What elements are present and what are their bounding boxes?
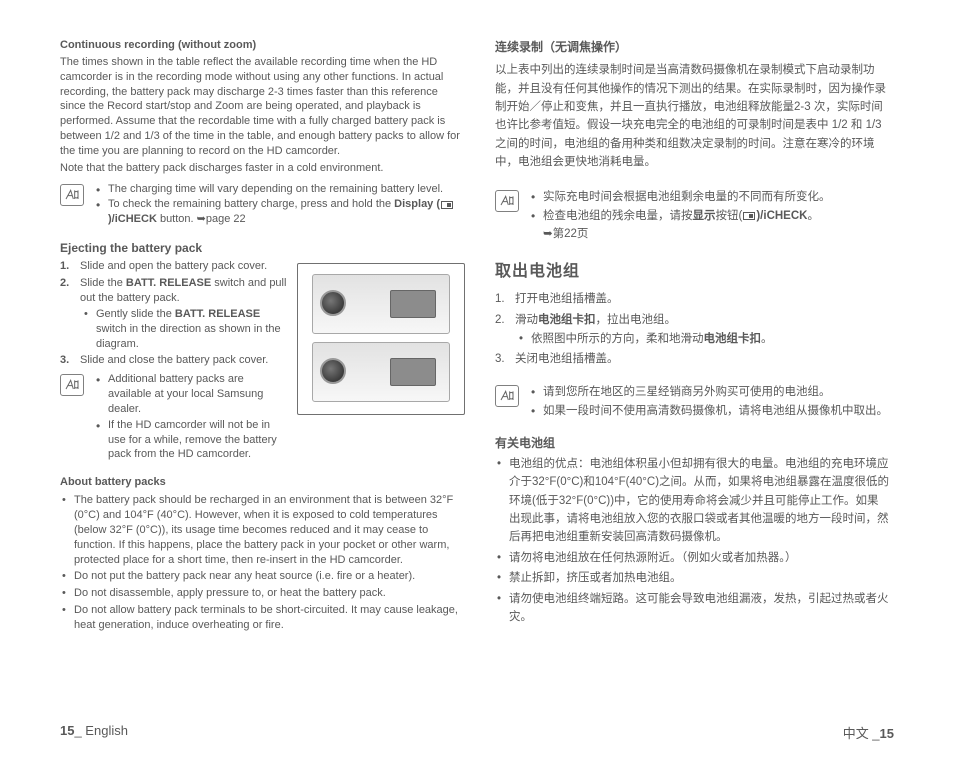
display-icon [441,201,453,209]
about-item: Do not disassemble, apply pressure to, o… [60,586,465,601]
note-icon [495,385,519,407]
cr-body-zh: 以上表中列出的连续录制时间是当高清数码摄像机在录制模式下启动录制功能，并且没有任… [495,61,890,171]
tip2-item: 如果一段时间不使用高清数码摄像机，请将电池组从摄像机中取出。 [527,402,888,420]
eject-title-en: Ejecting the battery pack [60,240,465,256]
tip-block-1-zh: 实际充电时间会根据电池组剩余电量的不同而有所变化。 检查电池组的残余电量，请按显… [495,188,890,245]
about-item: Do not put the battery pack near any hea… [60,569,465,584]
eject-sub: Gently slide the BATT. RELEASE switch in… [80,307,287,352]
footer-left: 15_ English [60,723,128,742]
eject-text: 1.Slide and open the battery pack cover.… [60,259,287,467]
display-icon [743,212,755,220]
about-item: 请勿使电池组终端短路。这可能会导致电池组漏液，发热，引起过热或者火灾。 [495,590,890,627]
eject-steps-zh: 1.打开电池组插槽盖。 2.滑动电池组卡扣，拉出电池组。 依照图中所示的方向，柔… [495,290,890,371]
about-title-en: About battery packs [60,475,465,490]
right-column: 连续录制（无调焦操作） 以上表中列出的连续录制时间是当高清数码摄像机在录制模式下… [495,38,890,635]
cr-note-en: Note that the battery pack discharges fa… [60,161,465,176]
page: Continuous recording (without zoom) The … [0,0,954,653]
battery-diagram [297,263,465,415]
tip1-item: 实际充电时间会根据电池组剩余电量的不同而有所变化。 [527,188,831,206]
eject-step: 3.关闭电池组插槽盖。 [495,350,890,368]
eject-step: 3.Slide and close the battery pack cover… [60,353,287,368]
cr-title-zh: 连续录制（无调焦操作） [495,38,890,57]
eject-sub-item: Gently slide the BATT. RELEASE switch in… [80,307,287,352]
left-column: Continuous recording (without zoom) The … [60,38,465,635]
eject-step: 1.Slide and open the battery pack cover. [60,259,287,274]
page-footer: 15_ English 中文 _15 [60,723,894,742]
tip2-list-zh: 请到您所在地区的三星经销商另外购买可使用的电池组。 如果一段时间不使用高清数码摄… [527,383,888,422]
eject-steps-en: 1.Slide and open the battery pack cover.… [60,259,287,368]
eject-step: 2.Slide the BATT. RELEASE switch and pul… [60,276,287,351]
eject-sub-zh: 依照图中所示的方向，柔和地滑动电池组卡扣。 [515,330,890,348]
about-list-en: The battery pack should be recharged in … [60,493,465,635]
about-item: 请勿将电池组放在任何热源附近。（例如火或者加热器。） [495,549,890,567]
cr-title-en: Continuous recording (without zoom) [60,38,465,53]
tip1-list: The charging time will vary depending on… [92,182,465,229]
tip1-item: 检查电池组的残余电量，请按显示按钮()/iCHECK。➥第22页 [527,207,831,244]
eject-row-en: 1.Slide and open the battery pack cover.… [60,259,465,467]
cr-body-en: The times shown in the table reflect the… [60,55,465,159]
about-list-zh: 电池组的优点：电池组体积虽小但却拥有很大的电量。电池组的充电环境应介于32°F(… [495,455,890,629]
tip1-item: The charging time will vary depending on… [92,182,465,197]
tip2-item: Additional battery packs are available a… [92,372,287,417]
tip-block-2-zh: 请到您所在地区的三星经销商另外购买可使用的电池组。 如果一段时间不使用高清数码摄… [495,383,890,422]
eject-step: 1.打开电池组插槽盖。 [495,290,890,308]
tip2-item: If the HD camcorder will not be in use f… [92,418,287,463]
note-icon [60,374,84,396]
footer-right: 中文 _15 [843,723,894,742]
note-icon [495,190,519,212]
about-item: The battery pack should be recharged in … [60,493,465,567]
about-item: 禁止拆卸，挤压或者加热电池组。 [495,569,890,587]
tip1-list-zh: 实际充电时间会根据电池组剩余电量的不同而有所变化。 检查电池组的残余电量，请按显… [527,188,831,245]
tip2-list-en: Additional battery packs are available a… [92,372,287,463]
eject-step: 2.滑动电池组卡扣，拉出电池组。 依照图中所示的方向，柔和地滑动电池组卡扣。 [495,311,890,349]
about-item: Do not allow battery pack terminals to b… [60,603,465,633]
about-title-zh: 有关电池组 [495,434,890,453]
eject-title-zh: 取出电池组 [495,259,890,285]
tip2-item: 请到您所在地区的三星经销商另外购买可使用的电池组。 [527,383,888,401]
about-item: 电池组的优点：电池组体积虽小但却拥有很大的电量。电池组的充电环境应介于32°F(… [495,455,890,547]
eject-sub-item: 依照图中所示的方向，柔和地滑动电池组卡扣。 [515,330,890,348]
note-icon [60,184,84,206]
tip1-item: To check the remaining battery charge, p… [92,197,465,227]
tip-block-2-en: Additional battery packs are available a… [60,372,287,463]
tip-block-1-en: The charging time will vary depending on… [60,182,465,229]
